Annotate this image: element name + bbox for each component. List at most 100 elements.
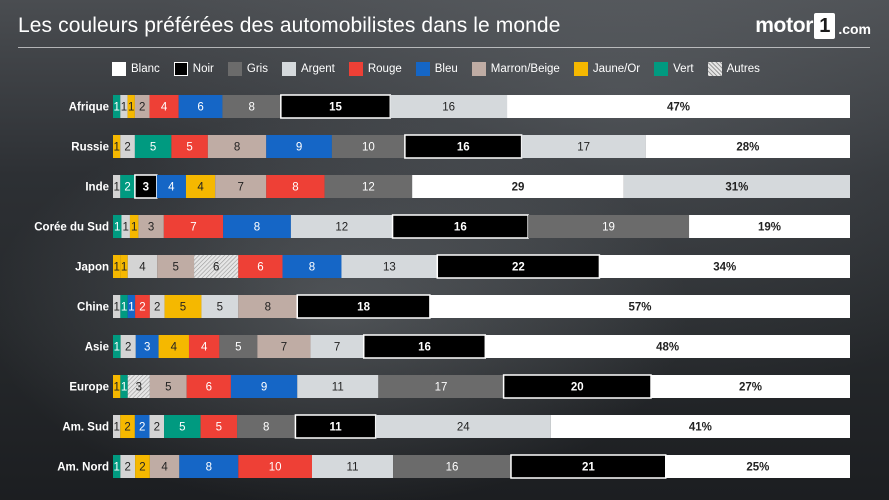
bar-segment-blanc (550, 415, 850, 438)
bar-segment-label: 5 (216, 422, 222, 434)
bar-segment-label: 1 (121, 302, 127, 314)
bar-segment-jaune (120, 415, 135, 438)
bar-segment-marron (138, 215, 164, 238)
bar-segment-label: 3 (143, 182, 149, 194)
motor1-logo: motor 1 .com (755, 12, 871, 40)
bar-segment-jaune (129, 215, 139, 238)
bar-segment-label: 6 (257, 262, 263, 274)
bar-segment-rouge (188, 335, 220, 358)
bar-segment-label: 8 (206, 462, 212, 474)
bar-segment-label: 16 (418, 342, 431, 354)
legend-item-gris: Gris (227, 62, 268, 76)
bar-segment-noir (134, 174, 158, 199)
bar-segment-label: 2 (139, 302, 145, 314)
bar-segment-label: 10 (269, 462, 282, 474)
bar-segment-vert (113, 455, 121, 478)
bar-segment-label: 4 (168, 182, 175, 194)
bar-segment-bleu (282, 255, 342, 278)
bar-segment-rouge (238, 255, 283, 278)
bar-segment-label: 4 (139, 262, 146, 274)
bar-segment-label: 6 (213, 262, 219, 274)
bar-segment-label: 15 (329, 102, 342, 114)
bar-segment-gris (237, 415, 296, 438)
row-label: Asie (85, 342, 109, 354)
bar-segment-gris (324, 175, 413, 198)
bar-segment-bleu (134, 415, 150, 438)
legend-item-rouge: Rouge (348, 62, 402, 76)
bar-segment-label: 1 (113, 302, 119, 314)
bar-segment-marron (134, 95, 150, 118)
bar-segment-bleu (127, 295, 136, 318)
bar-segment-label: 17 (435, 382, 448, 394)
bar-segment-label: 29 (512, 182, 525, 194)
bar-segment-label: 2 (139, 462, 145, 474)
bar-segment-autres (149, 295, 165, 318)
bar-segment-marron (215, 175, 267, 198)
bar-segment-bleu (156, 175, 186, 198)
legend-item-blanc: Blanc (112, 62, 160, 76)
bar-segment-autres (121, 215, 130, 238)
bar-segment-label: 4 (161, 102, 168, 114)
logo-domain: .com (838, 21, 871, 37)
bar-segment-label: 1 (113, 262, 119, 274)
logo-box: 1 (814, 13, 836, 39)
legend-label-noir: Noir (192, 63, 214, 75)
bar-segment-label: 10 (362, 142, 375, 154)
bar-segment-autres (194, 255, 239, 278)
bar-segment-blanc (507, 95, 850, 118)
legend-swatch-autres (707, 62, 722, 76)
bar-segment-label: 16 (442, 102, 455, 114)
bar-segment-label: 1 (131, 222, 137, 234)
bar-segment-jaune (113, 135, 121, 158)
bar-segment-bleu (230, 375, 298, 398)
bar-segment-autres (113, 175, 121, 198)
bar-segment-label: 1 (113, 382, 119, 394)
bar-segment-jaune (185, 175, 216, 198)
row-label: Russie (71, 142, 109, 154)
bar-segment-marron (238, 295, 298, 318)
bar-segment-blanc (412, 175, 624, 198)
bar-segment-label: 16 (457, 142, 470, 154)
legend-swatch-rouge (348, 62, 363, 76)
bar-segment-label: 13 (383, 262, 396, 274)
row-label: Am. Nord (57, 462, 109, 474)
bar-segment-label: 8 (234, 142, 240, 154)
bar-segment-label: 4 (197, 182, 204, 194)
bar-segment-vert (164, 415, 201, 438)
bar-segment-label: 21 (582, 462, 595, 474)
bar-segment-jaune (113, 375, 121, 398)
bar-segment-label: 1 (121, 102, 127, 114)
bar-segment-label: 57% (628, 302, 651, 314)
bar-segment-jaune (135, 455, 150, 478)
bar-segment-label: 27% (739, 382, 762, 394)
legend-label-marron: Marron/Beige (490, 63, 560, 75)
legend-swatch-argent (281, 62, 296, 76)
bar-segment-bleu (266, 135, 332, 158)
bar-segment-argent (390, 95, 508, 118)
bar-segment-label: 7 (190, 222, 196, 234)
legend-item-argent: Argent (281, 62, 335, 76)
bar-segment-vert (120, 295, 128, 318)
bar-segment-jaune (120, 255, 128, 278)
bar-segment-label: 1 (113, 142, 119, 154)
bar-segment-rouge (135, 295, 150, 318)
bar-segment-rouge (200, 415, 238, 438)
bar-segment-label: 12 (362, 182, 375, 194)
bar-segment-label: 3 (144, 342, 150, 354)
bar-segment-gris (222, 95, 281, 118)
legend-swatch-bleu (415, 62, 430, 76)
bar-segment-label: 8 (248, 102, 254, 114)
bar-segment-label: 4 (201, 342, 208, 354)
bar-segment-autres (113, 415, 121, 438)
bar-segment-label: 1 (114, 342, 120, 354)
title-divider (18, 47, 870, 48)
row-label: Europe (69, 382, 109, 394)
legend-label-autres: Autres (726, 63, 760, 75)
bar-segment-label: 1 (113, 102, 119, 114)
bar-segment-autres (127, 375, 150, 398)
legend-item-autres: Autres (707, 62, 760, 76)
bar-segment-label: 1 (123, 222, 129, 234)
legend-label-gris: Gris (246, 63, 268, 75)
bar-segment-autres (120, 455, 136, 478)
